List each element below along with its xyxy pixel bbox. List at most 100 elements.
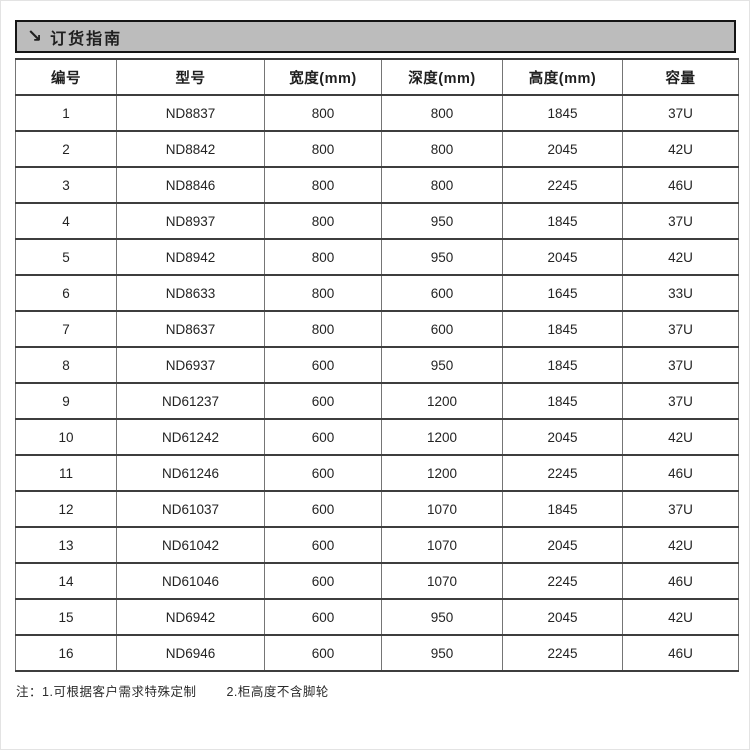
cell-capacity: 37U: [622, 490, 739, 528]
cell-width: 600: [264, 346, 382, 384]
cell-capacity: 37U: [622, 310, 739, 348]
cell-model: ND6942: [116, 598, 265, 636]
cell-depth: 600: [381, 274, 503, 312]
cell-height: 2045: [502, 130, 623, 168]
header-row: 编号 型号 宽度(mm) 深度(mm) 高度(mm) 容量: [15, 58, 739, 96]
cell-depth: 1200: [381, 382, 503, 420]
cell-width: 600: [264, 382, 382, 420]
cell-number: 13: [15, 526, 117, 564]
table-row: 6 ND8633 800 600 1645 33U: [15, 274, 739, 312]
table-row: 4 ND8937 800 950 1845 37U: [15, 202, 739, 240]
table-row: 16 ND6946 600 950 2245 46U: [15, 634, 739, 672]
cell-model: ND61242: [116, 418, 265, 456]
cell-height: 2045: [502, 418, 623, 456]
column-header-3: 深度(mm): [381, 58, 503, 96]
cell-depth: 950: [381, 634, 503, 672]
table-row: 9 ND61237 600 1200 1845 37U: [15, 382, 739, 420]
cell-capacity: 37U: [622, 346, 739, 384]
cell-number: 1: [15, 94, 117, 132]
table-row: 14 ND61046 600 1070 2245 46U: [15, 562, 739, 600]
cell-depth: 600: [381, 310, 503, 348]
cell-capacity: 46U: [622, 166, 739, 204]
cell-capacity: 37U: [622, 202, 739, 240]
cell-capacity: 37U: [622, 382, 739, 420]
cell-height: 1845: [502, 202, 623, 240]
column-header-4: 高度(mm): [502, 58, 623, 96]
cell-capacity: 42U: [622, 418, 739, 456]
cell-width: 600: [264, 562, 382, 600]
cell-number: 16: [15, 634, 117, 672]
section-title-bar: ↘ 订货指南: [15, 20, 736, 53]
cell-model: ND6946: [116, 634, 265, 672]
footnote-item-1: 1.可根据客户需求特殊定制: [42, 685, 197, 699]
cell-depth: 1200: [381, 454, 503, 492]
cell-height: 1845: [502, 346, 623, 384]
cell-number: 8: [15, 346, 117, 384]
cell-depth: 1070: [381, 526, 503, 564]
table-row: 5 ND8942 800 950 2045 42U: [15, 238, 739, 276]
cell-number: 9: [15, 382, 117, 420]
table-row: 10 ND61242 600 1200 2045 42U: [15, 418, 739, 456]
cell-model: ND61037: [116, 490, 265, 528]
table-row: 2 ND8842 800 800 2045 42U: [15, 130, 739, 168]
cell-model: ND8837: [116, 94, 265, 132]
column-header-1: 型号: [116, 58, 265, 96]
cell-width: 800: [264, 94, 382, 132]
cell-depth: 1070: [381, 562, 503, 600]
cell-model: ND6937: [116, 346, 265, 384]
order-guide-table: 编号 型号 宽度(mm) 深度(mm) 高度(mm) 容量 1 ND8837 800 800 18…: [15, 58, 739, 672]
cell-capacity: 46U: [622, 454, 739, 492]
cell-depth: 800: [381, 166, 503, 204]
table-row: 12 ND61037 600 1070 1845 37U: [15, 490, 739, 528]
table-row: 8 ND6937 600 950 1845 37U: [15, 346, 739, 384]
cell-model: ND61237: [116, 382, 265, 420]
cell-width: 600: [264, 598, 382, 636]
cell-depth: 800: [381, 94, 503, 132]
cell-width: 600: [264, 490, 382, 528]
cell-height: 2245: [502, 562, 623, 600]
column-header-2: 宽度(mm): [264, 58, 382, 96]
cell-capacity: 37U: [622, 94, 739, 132]
table-header: 编号 型号 宽度(mm) 深度(mm) 高度(mm) 容量: [15, 58, 739, 96]
cell-height: 2245: [502, 634, 623, 672]
cell-height: 1845: [502, 490, 623, 528]
cell-model: ND8637: [116, 310, 265, 348]
cell-width: 800: [264, 202, 382, 240]
cell-width: 600: [264, 634, 382, 672]
cell-capacity: 42U: [622, 598, 739, 636]
cell-height: 2045: [502, 598, 623, 636]
cell-width: 600: [264, 454, 382, 492]
cell-height: 2245: [502, 166, 623, 204]
cell-capacity: 46U: [622, 634, 739, 672]
cell-model: ND8846: [116, 166, 265, 204]
table-row: 1 ND8837 800 800 1845 37U: [15, 94, 739, 132]
cell-depth: 1070: [381, 490, 503, 528]
cell-number: 3: [15, 166, 117, 204]
table-body: 1 ND8837 800 800 1845 37U 2 ND8842 800 800 2045 42U…: [15, 94, 739, 672]
cell-depth: 950: [381, 238, 503, 276]
cell-depth: 1200: [381, 418, 503, 456]
footnote: 注：1.可根据客户需求特殊定制 2.柜高度不含脚轮: [16, 681, 735, 700]
cell-number: 11: [15, 454, 117, 492]
cell-depth: 950: [381, 346, 503, 384]
cell-width: 600: [264, 526, 382, 564]
cell-height: 1845: [502, 382, 623, 420]
cell-model: ND8942: [116, 238, 265, 276]
cell-number: 14: [15, 562, 117, 600]
cell-height: 1845: [502, 94, 623, 132]
table-row: 3 ND8846 800 800 2245 46U: [15, 166, 739, 204]
cell-number: 5: [15, 238, 117, 276]
cell-number: 4: [15, 202, 117, 240]
cell-number: 12: [15, 490, 117, 528]
table-row: 11 ND61246 600 1200 2245 46U: [15, 454, 739, 492]
table-row: 7 ND8637 800 600 1845 37U: [15, 310, 739, 348]
cell-height: 2245: [502, 454, 623, 492]
table-row: 13 ND61042 600 1070 2045 42U: [15, 526, 739, 564]
cell-model: ND61046: [116, 562, 265, 600]
cell-model: ND61246: [116, 454, 265, 492]
table-row: 15 ND6942 600 950 2045 42U: [15, 598, 739, 636]
cell-height: 1845: [502, 310, 623, 348]
column-header-5: 容量: [622, 58, 739, 96]
cell-capacity: 46U: [622, 562, 739, 600]
